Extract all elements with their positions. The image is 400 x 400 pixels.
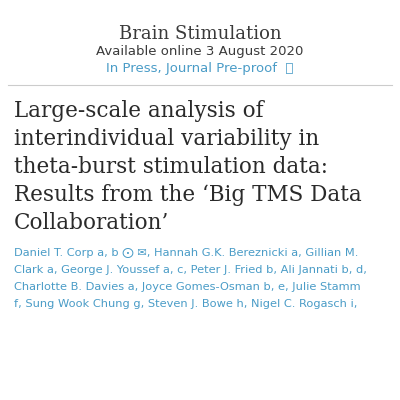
Text: Daniel T. Corp a, b ⨀ ✉, Hannah G.K. Bereznicki a, Gillian M.: Daniel T. Corp a, b ⨀ ✉, Hannah G.K. Ber… [14,248,358,258]
Text: Results from the ‘Big TMS Data: Results from the ‘Big TMS Data [14,184,362,206]
Text: Available online 3 August 2020: Available online 3 August 2020 [96,45,304,58]
Text: Large-scale analysis of: Large-scale analysis of [14,100,264,122]
Text: Charlotte B. Davies a, Joyce Gomes-Osman b, e, Julie Stamm: Charlotte B. Davies a, Joyce Gomes-Osman… [14,282,361,292]
Text: interindividual variability in: interindividual variability in [14,128,319,150]
Text: In Press, Journal Pre-proof  ⓗ: In Press, Journal Pre-proof ⓗ [106,62,294,75]
Text: Collaboration’: Collaboration’ [14,212,169,234]
Text: Clark a, George J. Youssef a, c, Peter J. Fried b, Ali Jannati b, d,: Clark a, George J. Youssef a, c, Peter J… [14,265,367,275]
Text: Brain Stimulation: Brain Stimulation [119,25,281,43]
Text: theta-burst stimulation data:: theta-burst stimulation data: [14,156,328,178]
Text: f, Sung Wook Chung g, Steven J. Bowe h, Nigel C. Rogasch i,: f, Sung Wook Chung g, Steven J. Bowe h, … [14,299,357,309]
